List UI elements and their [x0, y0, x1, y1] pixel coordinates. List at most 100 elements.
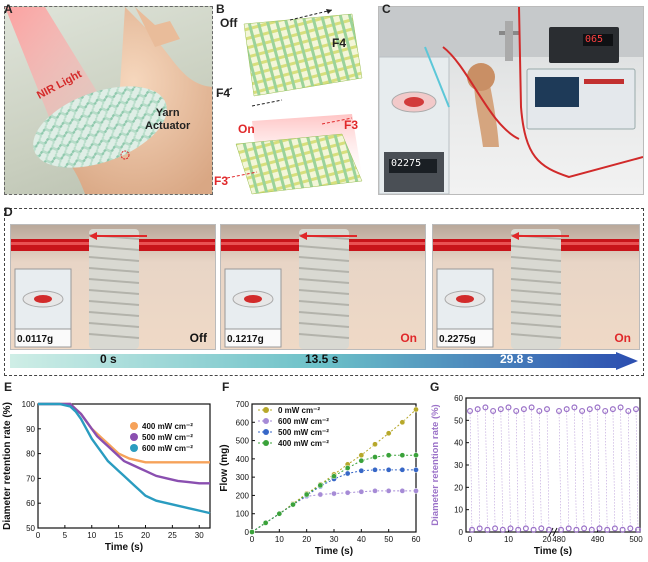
plot-frame	[37, 403, 211, 529]
y-tick-label: 70	[26, 474, 35, 483]
axis-break-mark	[552, 527, 558, 537]
data-point	[536, 407, 543, 414]
data-point	[543, 406, 550, 413]
x-tick-label: 15	[114, 531, 123, 540]
legend-label: 600 mW cm⁻²	[142, 444, 193, 453]
panel-letter-c: C	[382, 2, 391, 16]
data-point	[520, 406, 527, 413]
light-state-label: On	[400, 331, 417, 345]
legend-marker	[263, 418, 269, 424]
series-line	[469, 407, 550, 530]
legend-label: 400 mW cm⁻²	[278, 439, 329, 448]
panel-a-image: NIR Light Yarn Actuator	[4, 6, 213, 195]
panel-b-image: Off F4 F4 On F3 F3	[212, 6, 374, 198]
panel-letter-g: G	[430, 380, 440, 394]
actuator-label: Actuator	[145, 120, 191, 132]
chart-e: 0 5 10 15 20 25 30 50 60 70 80 90 100 Time (s) Diamete…	[2, 400, 211, 553]
frame-illustration	[221, 229, 425, 349]
x-tick-label: 500	[629, 535, 643, 544]
data-point	[372, 488, 378, 494]
data-point	[331, 490, 337, 497]
data-point	[358, 488, 365, 495]
x-tick-label: 480	[552, 535, 566, 544]
x-tick-label: 25	[168, 531, 177, 540]
timelapse-frame: 0.2275g On	[432, 224, 640, 350]
time-label-2: 29.8 s	[500, 352, 534, 366]
legend-marker	[263, 429, 269, 435]
force-f4-left: F4	[216, 86, 231, 100]
data-point	[317, 482, 324, 489]
yarn-actuator-label: Yarn Actuator	[145, 107, 190, 133]
panel-b-illustration	[216, 9, 363, 195]
y-tick-label: 40	[454, 439, 463, 448]
x-axis-label: Time (s)	[534, 546, 572, 557]
legend-label: 500 mW cm⁻²	[142, 433, 193, 442]
x-tick-label: 30	[195, 531, 204, 540]
data-point	[344, 465, 351, 471]
data-point	[344, 470, 351, 477]
data-point	[385, 466, 392, 473]
data-point	[358, 457, 365, 464]
x-tick-label: 10	[87, 531, 96, 540]
y-tick-label: 50	[26, 524, 35, 533]
time-label-1: 13.5 s	[305, 352, 339, 366]
data-point	[482, 404, 489, 411]
legend-marker	[130, 433, 138, 441]
y-tick-label: 100	[22, 400, 36, 409]
data-point	[556, 407, 563, 414]
balance-readout: 02275	[391, 158, 422, 169]
data-point	[474, 406, 481, 413]
data-point	[358, 467, 365, 474]
x-tick-label: 10	[275, 535, 284, 544]
time-label-0: 0 s	[100, 352, 117, 366]
data-point	[611, 525, 618, 532]
data-point	[571, 404, 578, 411]
data-point	[262, 520, 269, 526]
legend-label: 600 mW cm⁻²	[278, 417, 329, 426]
frame-illustration	[11, 229, 215, 349]
x-axis-label: Time (s)	[315, 546, 353, 557]
y-tick-label: 100	[236, 510, 250, 519]
data-point	[331, 473, 337, 480]
plot-frame	[465, 397, 641, 533]
data-point	[399, 466, 406, 473]
data-point	[317, 491, 324, 498]
light-state-label: On	[614, 331, 631, 345]
series-line	[558, 407, 639, 530]
data-point	[276, 510, 283, 517]
x-tick-label: 5	[63, 531, 68, 540]
panel-letter-b: B	[216, 2, 225, 16]
data-point	[372, 441, 378, 448]
meter-readout: 065	[585, 34, 604, 45]
data-point	[617, 404, 624, 411]
data-point	[385, 452, 392, 459]
x-tick-label: 10	[504, 535, 513, 544]
data-point	[413, 488, 419, 494]
legend-marker	[130, 422, 138, 430]
x-tick-label: 0	[468, 535, 473, 544]
data-point	[466, 407, 473, 414]
x-tick-label: 60	[412, 535, 421, 544]
legend-label: 400 mW cm⁻²	[142, 422, 193, 431]
data-point	[558, 526, 565, 533]
data-point	[579, 407, 586, 414]
data-point	[476, 525, 483, 532]
y-tick-label: 700	[236, 400, 250, 409]
data-point	[515, 526, 522, 533]
x-tick-label: 490	[591, 535, 605, 544]
state-on-label: On	[238, 122, 255, 136]
data-point	[385, 430, 392, 437]
timeline-arrow	[10, 352, 638, 370]
legend-label: 0 mW cm⁻²	[278, 406, 320, 415]
chart-f: 0 10 20 30 40 50 600100200300400500600700Time …	[219, 400, 421, 557]
data-point	[609, 406, 616, 413]
data-point	[507, 525, 514, 532]
data-point	[372, 454, 378, 460]
timelapse-frame: 0.1217g On	[220, 224, 426, 350]
data-point	[565, 525, 572, 532]
panel-letter-f: F	[222, 380, 230, 394]
balance-weight-label: 0.2275g	[439, 334, 476, 345]
data-point	[399, 452, 406, 459]
x-tick-label: 20	[302, 535, 311, 544]
legend-marker	[263, 407, 269, 413]
